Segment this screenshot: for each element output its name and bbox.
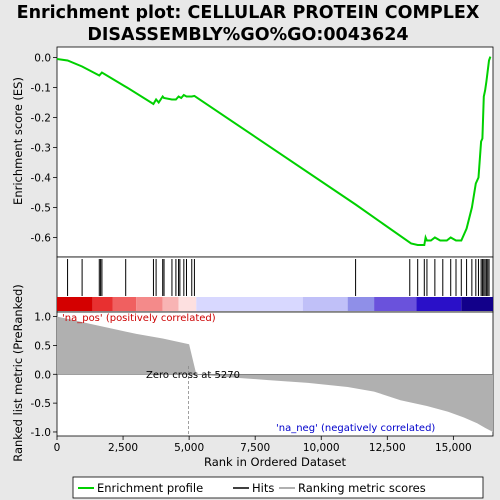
rank-y-axis-label: Ranked list metric (PreRanked) (11, 284, 25, 462)
rank-x-ticks: 0 2,500 5,000 7,500 10,000 12,500 15,000 (54, 436, 472, 454)
es-y-tick-label: -0.3 (31, 143, 52, 155)
enrichment-profile-path (56, 56, 492, 246)
chart-title-line2: DISASSEMBLY%GO%GO:0043624 (87, 25, 408, 45)
hit-lines (67, 259, 490, 296)
pos-correlated-label: 'na_pos' (positively correlated) (62, 313, 216, 324)
rank-y-tick-label: -0.5 (31, 398, 52, 410)
color-bar-band (196, 297, 303, 311)
rank-y-tick-label: 1.0 (34, 312, 51, 324)
es-y-tick-label: -0.5 (31, 203, 52, 215)
es-y-tick-label: -0.2 (31, 113, 52, 125)
color-bar-band (57, 297, 93, 311)
color-bar-band (347, 297, 375, 311)
rank-x-tick-label: 0 (54, 442, 61, 454)
es-plot-area (56, 46, 494, 258)
rank-y-tick-label: 0.5 (34, 340, 51, 352)
chart-title-line1: Enrichment plot: CELLULAR PROTEIN COMPLE… (17, 3, 480, 23)
es-y-tick-label: -0.6 (31, 233, 52, 245)
rank-y-tick-label: 0.0 (34, 369, 51, 381)
es-y-ticks: 0.0 -0.1 -0.2 -0.3 -0.4 -0.5 -0.6 (31, 53, 57, 245)
color-bar-band (112, 297, 137, 311)
color-bar-band (416, 297, 462, 311)
legend-ranking-label: Ranking metric scores (298, 481, 426, 495)
rank-y-ticks: 1.0 0.5 0.0 -0.5 -1.0 (31, 312, 57, 439)
es-y-tick-label: -0.1 (31, 83, 52, 95)
legend-box (72, 476, 484, 499)
rank-y-tick-label: -1.0 (31, 427, 52, 439)
rank-x-tick-label: 15,000 (435, 442, 472, 454)
zero-cross-label: Zero cross at 5270 (146, 370, 240, 381)
rank-x-tick-label: 7,500 (240, 442, 270, 454)
color-bar-band (92, 297, 113, 311)
color-bar-band (162, 297, 179, 311)
enrichment-profile-line (56, 56, 492, 246)
ranking-color-bar (57, 297, 493, 311)
es-y-tick-label: 0.0 (34, 53, 51, 65)
rank-x-tick-label: 12,500 (369, 442, 406, 454)
rank-x-tick-label: 5,000 (174, 442, 204, 454)
color-bar-band (178, 297, 197, 311)
color-bar-band (461, 297, 493, 311)
es-y-axis-label: Enrichment score (ES) (11, 77, 25, 205)
rank-x-tick-label: 10,000 (303, 442, 340, 454)
rank-x-tick-label: 2,500 (108, 442, 138, 454)
legend-enrichment-label: Enrichment profile (97, 481, 203, 495)
color-bar-band (136, 297, 163, 311)
ranking-metric-area (57, 316, 493, 432)
color-bar-band (374, 297, 417, 311)
rank-x-axis-label: Rank in Ordered Dataset (204, 455, 347, 469)
es-y-tick-label: -0.4 (31, 173, 52, 185)
legend-hits-label: Hits (252, 481, 274, 495)
neg-correlated-label: 'na_neg' (negatively correlated) (276, 423, 435, 434)
color-bar-band (302, 297, 348, 311)
